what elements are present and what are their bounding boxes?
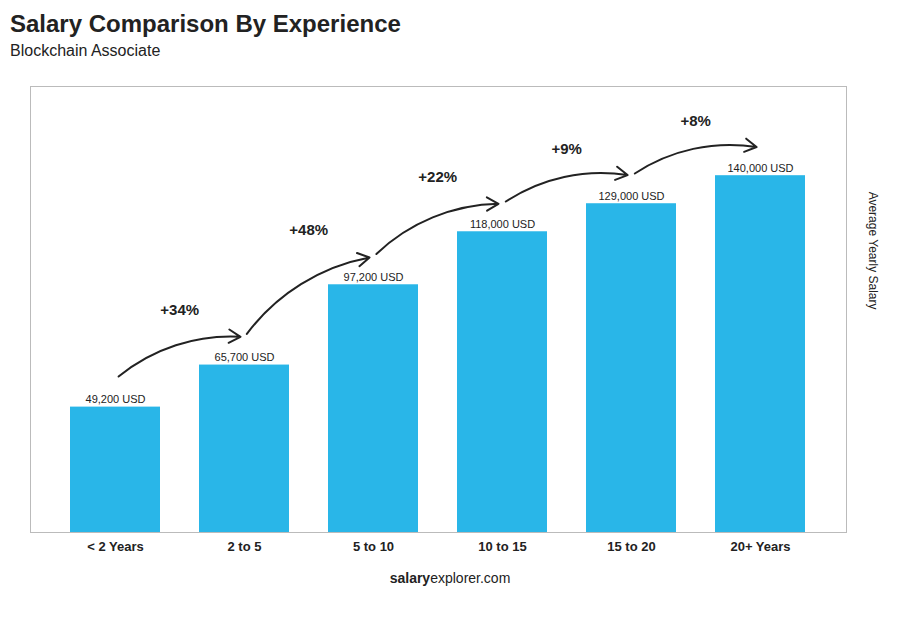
svg-text:10 to 15: 10 to 15 (478, 539, 526, 554)
svg-text:+9%: +9% (552, 140, 582, 157)
svg-text:65,700 USD: 65,700 USD (215, 351, 275, 363)
html-text:Blockchain Associate: Blockchain Associate (10, 42, 161, 59)
svg-text:15 to 20: 15 to 20 (607, 539, 655, 554)
svg-text:129,000 USD: 129,000 USD (598, 190, 664, 202)
svg-text:97,200 USD: 97,200 USD (344, 271, 404, 283)
svg-text:+22%: +22% (418, 168, 457, 185)
svg-text:140,000 USD: 140,000 USD (727, 162, 793, 174)
svg-text:Average Yearly Salary: Average Yearly Salary (866, 192, 880, 310)
svg-text:118,000 USD: 118,000 USD (470, 218, 535, 230)
svg-text:2 to 5: 2 to 5 (228, 539, 262, 554)
svg-text:< 2 Years: < 2 Years (87, 539, 144, 554)
svg-text:+8%: +8% (681, 112, 711, 129)
svg-text:+48%: +48% (289, 221, 328, 238)
html-text:salary explorer.com: salary explorer.com (389, 570, 511, 586)
html-text:Salary Comparison By Experienc: Salary Comparison By Experience (10, 10, 401, 37)
svg-text:5 to 10: 5 to 10 (353, 539, 394, 554)
svg-text:49,200 USD: 49,200 USD (86, 393, 146, 405)
svg-text:+34%: +34% (160, 301, 199, 318)
svg-text:20+ Years: 20+ Years (730, 539, 790, 554)
